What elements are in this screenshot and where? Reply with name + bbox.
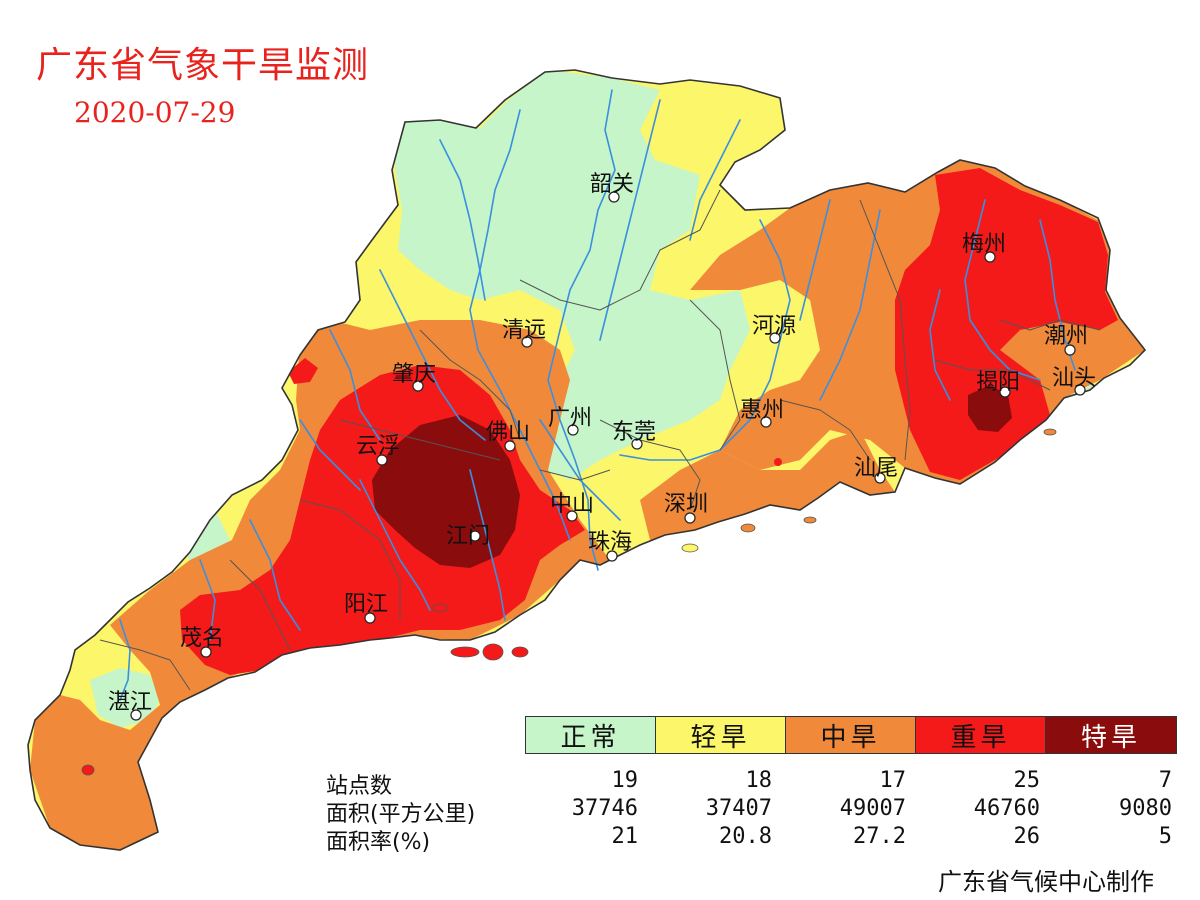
city-label: 东莞 <box>612 420 657 445</box>
producer-credit: 广东省气候中心制作 <box>938 868 1154 896</box>
legend-severe-drought: 重旱 <box>916 717 1046 753</box>
city-label: 揭阳 <box>976 370 1021 395</box>
map-date: 2020-07-29 <box>74 96 236 129</box>
drought-zones <box>30 70 1145 850</box>
stats-value: 5 <box>1158 824 1172 849</box>
stats-value: 49007 <box>839 796 906 821</box>
city-label: 汕尾 <box>854 456 899 481</box>
city-label: 云浮 <box>356 434 401 459</box>
city-label: 梅州 <box>962 232 1007 257</box>
stats-value: 18 <box>745 768 773 793</box>
legend-extreme-drought: 特旱 <box>1046 717 1176 753</box>
zone-normal-zhanjiang <box>90 668 160 728</box>
city-label: 阳江 <box>344 592 389 617</box>
stats-value: 17 <box>879 768 907 793</box>
stats-value: 46760 <box>973 796 1040 821</box>
city-label: 佛山 <box>486 420 531 445</box>
legend-moderate-drought: 中旱 <box>786 717 916 753</box>
zone-moderate-southeast <box>640 430 895 540</box>
stats-value: 21 <box>611 824 639 849</box>
zone-extreme-central <box>372 415 520 568</box>
stats-value: 37407 <box>705 796 772 821</box>
islands <box>81 428 1057 776</box>
stats-value: 20.8 <box>719 824 772 849</box>
city-label: 深圳 <box>664 492 709 517</box>
city-label: 江门 <box>446 524 491 549</box>
stats-value: 37746 <box>571 796 638 821</box>
city-markers <box>130 191 1086 721</box>
city-label: 河源 <box>752 314 797 339</box>
legend: 正常 轻旱 中旱 重旱 特旱 <box>525 716 1177 754</box>
stats-value: 19 <box>611 768 639 793</box>
stats-value: 25 <box>1013 768 1041 793</box>
zone-severe-west-islands <box>288 358 318 384</box>
rivers <box>119 89 1076 701</box>
prefecture-boundaries <box>99 189 1101 691</box>
city-label: 韶关 <box>590 172 635 197</box>
map-title: 广东省气象干旱监测 <box>36 45 370 86</box>
zone-extreme-east <box>968 385 1012 432</box>
city-label: 广州 <box>548 406 593 431</box>
stats-value: 27.2 <box>853 824 906 849</box>
city-label: 肇庆 <box>392 362 437 387</box>
zone-normal-north <box>395 70 750 480</box>
city-label: 珠海 <box>588 530 633 555</box>
city-label: 惠州 <box>740 398 785 423</box>
city-label: 汕头 <box>1052 366 1097 391</box>
city-label: 中山 <box>550 492 595 517</box>
stats-value: 7 <box>1158 768 1172 793</box>
legend-light-drought: 轻旱 <box>656 717 786 753</box>
zone-severe-east <box>895 168 1118 480</box>
city-label: 茂名 <box>180 626 225 651</box>
city-label: 清远 <box>502 318 547 343</box>
legend-normal: 正常 <box>526 717 656 753</box>
city-label: 湛江 <box>108 690 153 715</box>
stats-row-label: 站点数 <box>326 774 393 799</box>
city-label: 潮州 <box>1044 324 1089 349</box>
stats-value: 26 <box>1013 824 1041 849</box>
stats-row-label: 面积(平方公里) <box>326 802 476 827</box>
stats-row-label: 面积率(%) <box>326 830 431 855</box>
stats-value: 9080 <box>1119 796 1172 821</box>
